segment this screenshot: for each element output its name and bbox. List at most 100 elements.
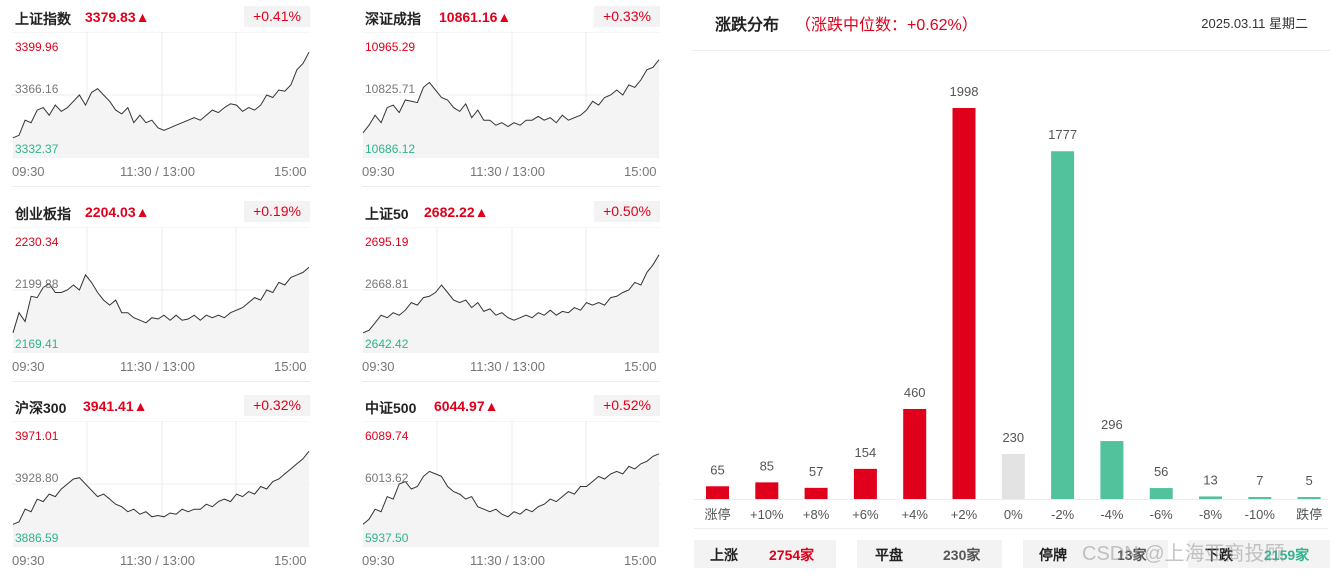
y-mid-label: 2199.88: [15, 277, 59, 291]
bar-value-label: 296: [1101, 417, 1123, 432]
intraday-chart: [12, 31, 310, 159]
distribution-date: 2025.03.11 星期二: [1201, 16, 1308, 31]
bar-value-label: 1998: [950, 84, 979, 99]
y-mid-label: 3928.80: [15, 471, 59, 485]
distribution-bar[interactable]: [755, 482, 779, 499]
up-arrow-icon: ▲: [474, 204, 489, 220]
bar-value-label: 7: [1256, 473, 1263, 488]
distribution-bar[interactable]: [1297, 497, 1321, 499]
distribution-bar[interactable]: [804, 487, 828, 499]
price-line: [362, 453, 660, 525]
index-panel[interactable]: 上证指数 3379.83▲ +0.41% 3399.96 3366.16 3332.37 0…: [12, 2, 310, 192]
price-area: [363, 453, 659, 547]
index-price: 3941.41▲: [83, 398, 147, 414]
index-panel[interactable]: 沪深300 3941.41▲ +0.32% 3971.01 3928.80 3886.59…: [12, 391, 310, 581]
index-header: 上证50 2682.22▲ +0.50%: [362, 197, 660, 227]
intraday-chart: [362, 420, 660, 548]
index-price-value: 2682.22: [424, 204, 475, 220]
x-end-label: 15:00: [274, 553, 307, 568]
index-change-badge: +0.52%: [594, 395, 660, 416]
distribution-bar[interactable]: [1149, 488, 1173, 499]
x-start-label: 09:30: [12, 553, 45, 568]
stat-flat-box: [857, 540, 1002, 568]
index-change-badge: +0.33%: [594, 6, 660, 27]
x-end-label: 15:00: [274, 359, 307, 374]
index-name: 沪深300: [15, 400, 67, 416]
panel-row-divider: [362, 186, 660, 187]
bar-category-label: +2%: [951, 507, 978, 522]
up-arrow-icon: ▲: [484, 398, 499, 414]
bar-value-label: 85: [760, 458, 774, 473]
index-price: 3379.83▲: [85, 9, 149, 25]
panel-row-divider: [12, 381, 310, 382]
x-start-label: 09:30: [12, 164, 45, 179]
bar-value-label: 230: [1002, 430, 1024, 445]
bar-category-label: -6%: [1150, 507, 1174, 522]
stat-up-label: 上涨: [710, 547, 738, 563]
intraday-chart: [362, 31, 660, 159]
bar-category-label: +6%: [852, 507, 879, 522]
distribution-bar[interactable]: [706, 486, 729, 499]
distribution-bar[interactable]: [903, 408, 927, 499]
bar-category-label: 跌停: [1296, 507, 1322, 522]
bar-value-label: 65: [710, 462, 724, 477]
distribution-bar[interactable]: [1100, 441, 1124, 499]
price-area: [13, 52, 309, 159]
index-name: 中证500: [365, 400, 417, 416]
distribution-bar[interactable]: [1199, 496, 1222, 499]
price-area: [363, 59, 659, 159]
stat-down-label: 下跌: [1205, 547, 1233, 563]
up-arrow-icon: ▲: [497, 9, 512, 25]
bar-value-label: 5: [1305, 473, 1312, 488]
x-start-label: 09:30: [362, 164, 395, 179]
index-change-badge: +0.19%: [244, 201, 310, 222]
bar-value-label: 13: [1203, 472, 1217, 487]
stat-halt-box: [1023, 540, 1168, 568]
index-name: 深证成指: [365, 11, 421, 27]
y-mid-label: 10825.71: [365, 82, 416, 96]
x-start-label: 09:30: [362, 553, 395, 568]
up-arrow-icon: ▲: [135, 9, 150, 25]
x-mid-label: 11:30 / 13:00: [470, 553, 545, 568]
index-price-value: 3941.41: [83, 398, 134, 414]
price-area: [13, 267, 309, 353]
distribution-bar[interactable]: [1001, 453, 1025, 499]
index-header: 上证指数 3379.83▲ +0.41%: [12, 2, 310, 32]
intraday-chart: [12, 226, 310, 354]
index-panel[interactable]: 深证成指 10861.16▲ +0.33% 10965.29 10825.71 10686…: [362, 2, 660, 192]
y-high-label: 6089.74: [365, 429, 409, 443]
distribution-bar[interactable]: [1051, 151, 1075, 499]
y-high-label: 3399.96: [15, 40, 59, 54]
y-low-label: 10686.12: [365, 142, 416, 156]
distribution-bar[interactable]: [952, 108, 976, 499]
x-end-label: 15:00: [624, 553, 657, 568]
x-start-label: 09:30: [12, 359, 45, 374]
stat-up-box: [694, 540, 836, 568]
distribution-bar[interactable]: [1248, 497, 1272, 499]
index-change-badge: +0.41%: [244, 6, 310, 27]
bar-category-label: +10%: [750, 507, 784, 522]
distribution-bar[interactable]: [853, 468, 877, 499]
index-header: 深证成指 10861.16▲ +0.33%: [362, 2, 660, 32]
y-mid-label: 2668.81: [365, 277, 409, 291]
stat-down-box: [1188, 540, 1330, 568]
index-name: 上证50: [365, 206, 409, 222]
distribution-bar-chart: 65涨停85+10%57+8%154+6%460+4%1998+2%2300%1…: [694, 84, 1328, 529]
bar-value-label: 57: [809, 464, 823, 479]
panel-row-divider: [362, 381, 660, 382]
price-area: [13, 451, 309, 547]
stat-halt-label: 停牌: [1039, 547, 1067, 563]
price-line: [12, 450, 310, 525]
index-header: 中证500 6044.97▲ +0.52%: [362, 391, 660, 421]
up-arrow-icon: ▲: [135, 204, 150, 220]
x-end-label: 15:00: [274, 164, 307, 179]
index-panel[interactable]: 中证500 6044.97▲ +0.52% 6089.74 6013.62 5937.50…: [362, 391, 660, 581]
stat-flat-value: 230家: [943, 547, 981, 563]
index-panel[interactable]: 创业板指 2204.03▲ +0.19% 2230.34 2199.88 2169.41 0…: [12, 197, 310, 387]
index-price-value: 3379.83: [85, 9, 136, 25]
y-high-label: 3971.01: [15, 429, 59, 443]
watermark: CSDN @上海亚商投顾: [1082, 543, 1285, 565]
y-high-label: 2230.34: [15, 235, 59, 249]
index-price-value: 2204.03: [85, 204, 136, 220]
index-panel[interactable]: 上证50 2682.22▲ +0.50% 2695.19 2668.81 2642.42 0…: [362, 197, 660, 387]
